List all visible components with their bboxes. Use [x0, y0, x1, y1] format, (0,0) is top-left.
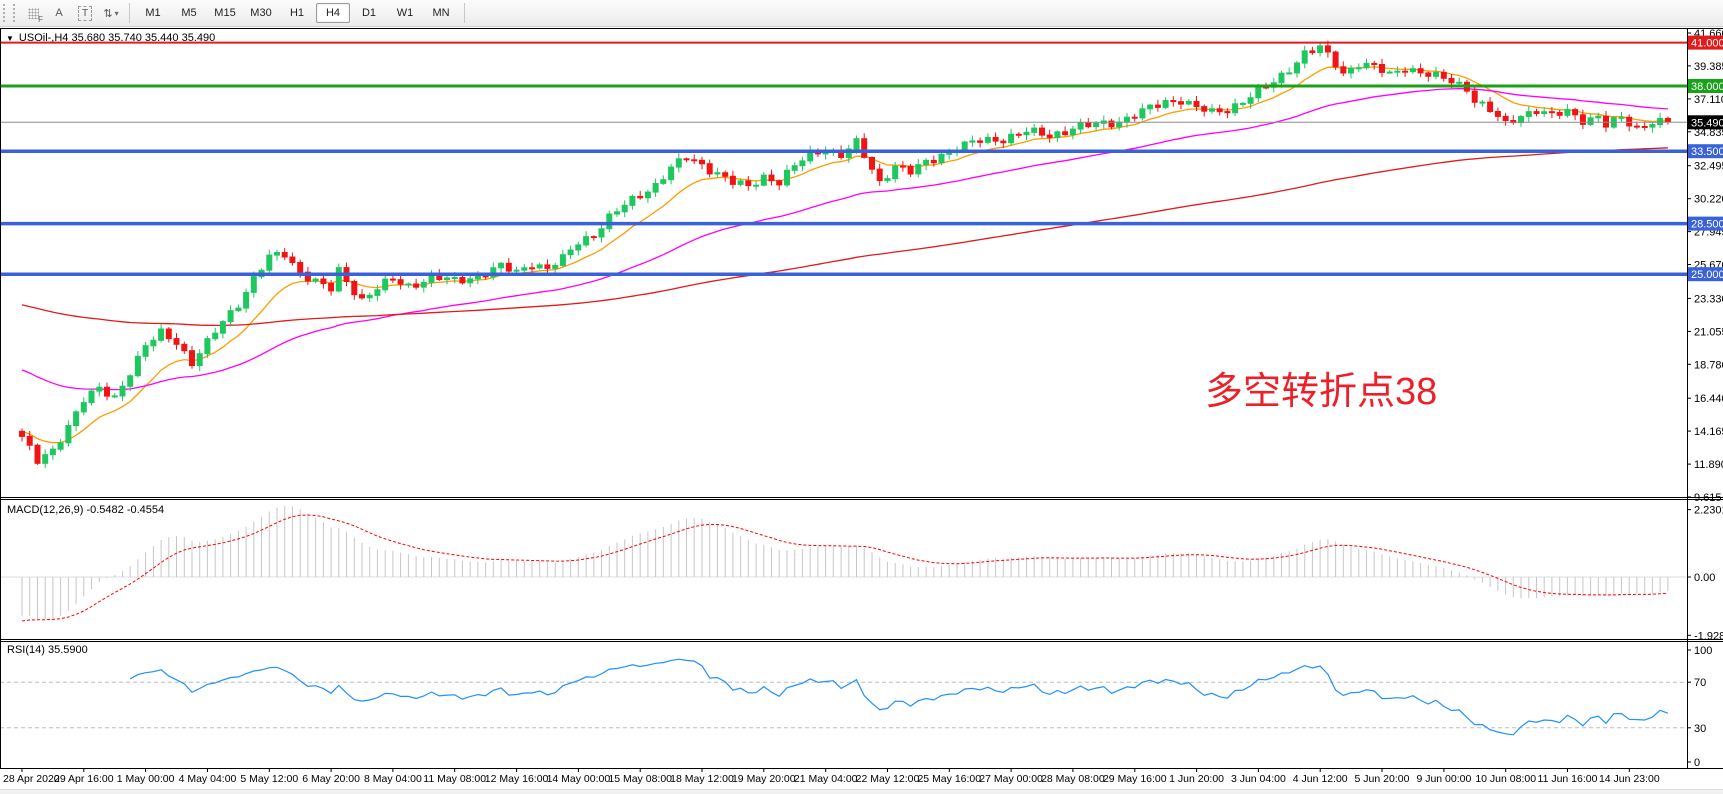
dot-grid-icon	[27, 7, 39, 19]
ma-slow-line	[21, 147, 1668, 327]
window-bottom-strip	[0, 789, 1723, 794]
timeframe-button-D1[interactable]: D1	[361, 7, 377, 19]
svg-text:39.385: 39.385	[1694, 61, 1723, 73]
svg-text:9.615: 9.615	[1694, 492, 1722, 504]
svg-text:11.890: 11.890	[1694, 459, 1723, 471]
svg-text:30: 30	[1694, 723, 1706, 735]
collapse-triangle-icon[interactable]: ▼	[6, 33, 14, 43]
svg-text:2.2301: 2.2301	[1694, 505, 1723, 517]
svg-text:23.330: 23.330	[1694, 293, 1723, 305]
rsi-indicator-label: RSI(14) 35.5900	[7, 644, 88, 656]
ma-mid-line	[21, 87, 1668, 391]
svg-text:11 Jun 16:00: 11 Jun 16:00	[1538, 773, 1598, 785]
svg-text:27 May 00:00: 27 May 00:00	[979, 773, 1043, 785]
svg-text:100: 100	[1694, 645, 1712, 657]
price-axis: 41.66039.38537.11034.83532.49530.22027.9…	[1687, 28, 1723, 769]
svg-text:10 Jun 08:00: 10 Jun 08:00	[1475, 773, 1536, 785]
timeframe-button-M15[interactable]: M15	[214, 7, 236, 19]
svg-text:22 May 12:00: 22 May 12:00	[856, 773, 920, 785]
svg-text:15 May 08:00: 15 May 08:00	[608, 773, 672, 785]
svg-text:14 Jun 23:00: 14 Jun 23:00	[1599, 773, 1660, 785]
svg-text:32.495: 32.495	[1694, 161, 1723, 173]
svg-text:0.00: 0.00	[1694, 572, 1715, 584]
svg-text:28.500: 28.500	[1691, 219, 1723, 231]
svg-text:5 May 12:00: 5 May 12:00	[240, 773, 298, 785]
moving-averages	[21, 66, 1668, 444]
chart-area: 41.66039.38537.11034.83532.49530.22027.9…	[0, 28, 1723, 794]
svg-text:16.440: 16.440	[1694, 393, 1723, 405]
svg-text:37.110: 37.110	[1694, 94, 1723, 106]
svg-text:1 Jun 20:00: 1 Jun 20:00	[1169, 773, 1224, 785]
rsi-line	[129, 658, 1669, 736]
svg-text:28 Apr 2020: 28 Apr 2020	[3, 773, 60, 785]
toolbar-drag-handle[interactable]	[3, 4, 15, 22]
svg-text:0: 0	[1694, 757, 1700, 769]
svg-text:25.000: 25.000	[1691, 269, 1723, 281]
svg-text:-1.9287: -1.9287	[1694, 630, 1723, 642]
text-label-icon[interactable]: T	[73, 2, 97, 25]
horizontal-level-lines	[0, 41, 1687, 276]
svg-text:14 May 00:00: 14 May 00:00	[547, 773, 611, 785]
svg-text:38.000: 38.000	[1691, 81, 1723, 93]
timeframe-group: M1 M5 M15 M30 H1 H4 D1 W1 MN	[136, 3, 458, 23]
toolbar: F A T ⇅ ▾ M1 M5 M15 M30 H1 H4 D1 W1 MN	[0, 0, 1723, 27]
svg-text:30.220: 30.220	[1694, 194, 1723, 206]
svg-text:1 May 00:00: 1 May 00:00	[117, 773, 175, 785]
chart-title-text: USOil-,H4 35.680 35.740 35.440 35.490	[18, 32, 216, 44]
grid-f-label: F	[38, 14, 43, 24]
svg-text:12 May 16:00: 12 May 16:00	[485, 773, 549, 785]
svg-text:29 Apr 16:00: 29 Apr 16:00	[54, 773, 114, 785]
chart-title: ▼ USOil-,H4 35.680 35.740 35.440 35.490	[6, 32, 215, 44]
font-a-icon[interactable]: A	[47, 2, 71, 25]
timeframe-button-W1[interactable]: W1	[396, 7, 414, 19]
ma-fast-line	[21, 66, 1668, 444]
svg-text:6 May 20:00: 6 May 20:00	[302, 773, 360, 785]
svg-text:70: 70	[1694, 677, 1706, 689]
timeframe-button-H1[interactable]: H1	[289, 7, 305, 19]
svg-text:35.490: 35.490	[1691, 117, 1723, 129]
timeframe-button-H4[interactable]: H4	[316, 3, 350, 23]
chevron-down-icon: ▾	[114, 8, 119, 18]
svg-text:18 May 12:00: 18 May 12:00	[670, 773, 734, 785]
svg-text:4 May 04:00: 4 May 04:00	[179, 773, 237, 785]
toolbar-separator	[464, 3, 465, 23]
svg-text:28 May 08:00: 28 May 08:00	[1041, 773, 1105, 785]
toolbar-separator	[129, 3, 130, 23]
font-a-label: A	[55, 7, 63, 19]
macd-pane	[1, 506, 1686, 622]
svg-text:29 May 16:00: 29 May 16:00	[1103, 773, 1167, 785]
text-t-label: T	[77, 5, 93, 21]
timeframe-button-M5[interactable]: M5	[181, 7, 197, 19]
arrows-icon: ⇅	[103, 7, 113, 20]
arrows-tool-icon[interactable]: ⇅ ▾	[99, 2, 123, 25]
svg-text:4 Jun 12:00: 4 Jun 12:00	[1293, 773, 1348, 785]
svg-text:5 Jun 20:00: 5 Jun 20:00	[1355, 773, 1410, 785]
timeframe-button-M1[interactable]: M1	[145, 7, 161, 19]
svg-text:18.780: 18.780	[1694, 359, 1723, 371]
macd-indicator-label: MACD(12,26,9) -0.5482 -0.4554	[7, 504, 165, 516]
indicator-grid-icon[interactable]: F	[21, 2, 45, 25]
timeframe-button-M30[interactable]: M30	[250, 7, 272, 19]
svg-text:21 May 04:00: 21 May 04:00	[794, 773, 858, 785]
annotation-text: 多空转折点38	[1205, 371, 1438, 413]
svg-text:9 Jun 00:00: 9 Jun 00:00	[1416, 773, 1471, 785]
svg-text:21.055: 21.055	[1694, 326, 1723, 338]
svg-text:3 Jun 04:00: 3 Jun 04:00	[1231, 773, 1286, 785]
svg-text:14.165: 14.165	[1694, 426, 1723, 438]
svg-text:19 May 20:00: 19 May 20:00	[732, 773, 796, 785]
timeframe-button-MN[interactable]: MN	[432, 7, 450, 19]
svg-text:8 May 04:00: 8 May 04:00	[364, 773, 422, 785]
svg-text:34.835: 34.835	[1694, 127, 1723, 139]
svg-text:11 May 08:00: 11 May 08:00	[423, 773, 486, 785]
price-chart-canvas[interactable]: 41.66039.38537.11034.83532.49530.22027.9…	[0, 28, 1723, 794]
pane-borders	[0, 28, 1723, 769]
rsi-pane	[1, 658, 1686, 736]
svg-text:25 May 16:00: 25 May 16:00	[917, 773, 981, 785]
svg-text:41.000: 41.000	[1691, 38, 1723, 50]
macd-signal-line	[21, 514, 1668, 622]
svg-text:33.500: 33.500	[1691, 146, 1723, 158]
